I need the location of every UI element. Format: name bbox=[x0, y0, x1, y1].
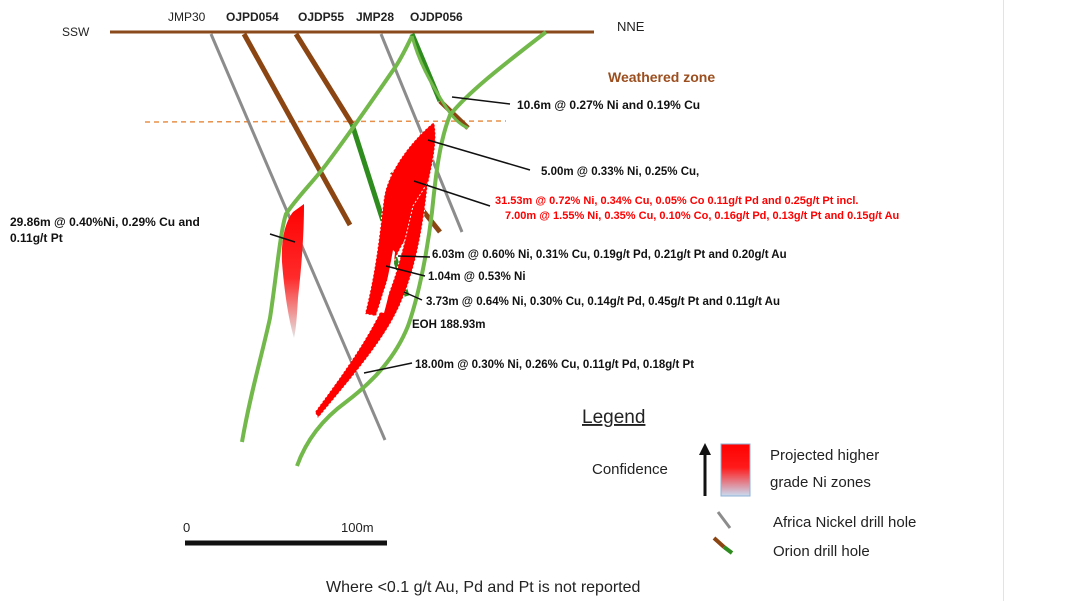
ore-zone-left bbox=[281, 204, 304, 338]
intercept-text-8: 18.00m @ 0.30% Ni, 0.26% Cu, 0.11g/t Pd,… bbox=[415, 359, 694, 371]
ore-zone-lower bbox=[314, 181, 429, 419]
legend-title: Legend bbox=[582, 407, 645, 428]
pointer-i6 bbox=[385, 265, 426, 277]
footnote: Where <0.1 g/t Au, Pd and Pt is not repo… bbox=[326, 579, 640, 596]
hole-label-ojpd054: OJPD054 bbox=[226, 10, 279, 24]
contact-line-west bbox=[240, 35, 414, 443]
ore-zone-split bbox=[379, 250, 395, 313]
intercept-text-7: 3.73m @ 0.64% Ni, 0.30% Cu, 0.14g/t Pd, … bbox=[426, 296, 780, 308]
intercept-text-3a: 31.53m @ 0.72% Ni, 0.34% Cu, 0.05% Co 0.… bbox=[495, 195, 858, 207]
contact-line-loop bbox=[410, 35, 469, 130]
drill-hole-ojpd054 bbox=[241, 32, 353, 227]
hole-label-ojdp55: OJDP55 bbox=[298, 10, 344, 24]
page-right-border bbox=[1003, 0, 1004, 601]
weathered-zone-label: Weathered zone bbox=[608, 69, 715, 85]
hole-label-ojdp056: OJDP056 bbox=[410, 10, 463, 24]
pointer-i5 bbox=[397, 255, 431, 258]
legend-orion-label: Orion drill hole bbox=[773, 543, 870, 560]
weathered-zone-boundary bbox=[144, 120, 507, 123]
legend-orion-icon-brown bbox=[712, 536, 726, 549]
pointer-i7 bbox=[403, 291, 423, 301]
ore-zone-main bbox=[364, 121, 436, 317]
intercept-text-3b: 7.00m @ 1.55% Ni, 0.35% Cu, 0.10% Co, 0.… bbox=[505, 210, 899, 222]
intercept-text-6: 1.04m @ 0.53% Ni bbox=[428, 271, 526, 283]
legend-projected-line1: Projected higher bbox=[770, 447, 879, 464]
pointer-i1 bbox=[451, 96, 511, 105]
legend-africa-label: Africa Nickel drill hole bbox=[773, 514, 916, 531]
hole-label-jmp28: JMP28 bbox=[356, 10, 394, 24]
confidence-arrowhead-icon bbox=[699, 443, 711, 455]
intercept-text-2: 5.00m @ 0.33% Ni, 0.25% Cu, bbox=[541, 166, 699, 178]
legend-confidence-label: Confidence bbox=[592, 461, 668, 478]
label-ssw: SSW bbox=[62, 25, 90, 39]
legend-africa-icon bbox=[716, 511, 732, 529]
legend-projected-line2: grade Ni zones bbox=[770, 474, 871, 491]
pointer-i8 bbox=[363, 362, 413, 374]
pointer-i3 bbox=[413, 180, 491, 207]
intercept-text-5: 6.03m @ 0.60% Ni, 0.31% Cu, 0.19g/t Pd, … bbox=[432, 249, 787, 261]
intercept-text-4a: 29.86m @ 0.40%Ni, 0.29% Cu and bbox=[10, 215, 200, 229]
eoh-label: EOH 188.93m bbox=[412, 319, 486, 331]
contact-line-east bbox=[295, 30, 548, 467]
intercept-text-1: 10.6m @ 0.27% Ni and 0.19% Cu bbox=[517, 98, 700, 112]
scale-end-label: 100m bbox=[341, 520, 374, 535]
pointer-i4 bbox=[269, 233, 296, 243]
legend-orion-icon-green bbox=[722, 545, 734, 555]
drill-hole-ojdp55-upper bbox=[293, 32, 355, 126]
pointer-i2 bbox=[427, 139, 531, 171]
hole-label-jmp30: JMP30 bbox=[168, 10, 206, 24]
label-nne: NNE bbox=[617, 19, 645, 34]
scale-start-label: 0 bbox=[183, 520, 190, 535]
intercept-text-4b: 0.11g/t Pt bbox=[10, 231, 63, 245]
legend-ore-swatch bbox=[720, 443, 751, 497]
